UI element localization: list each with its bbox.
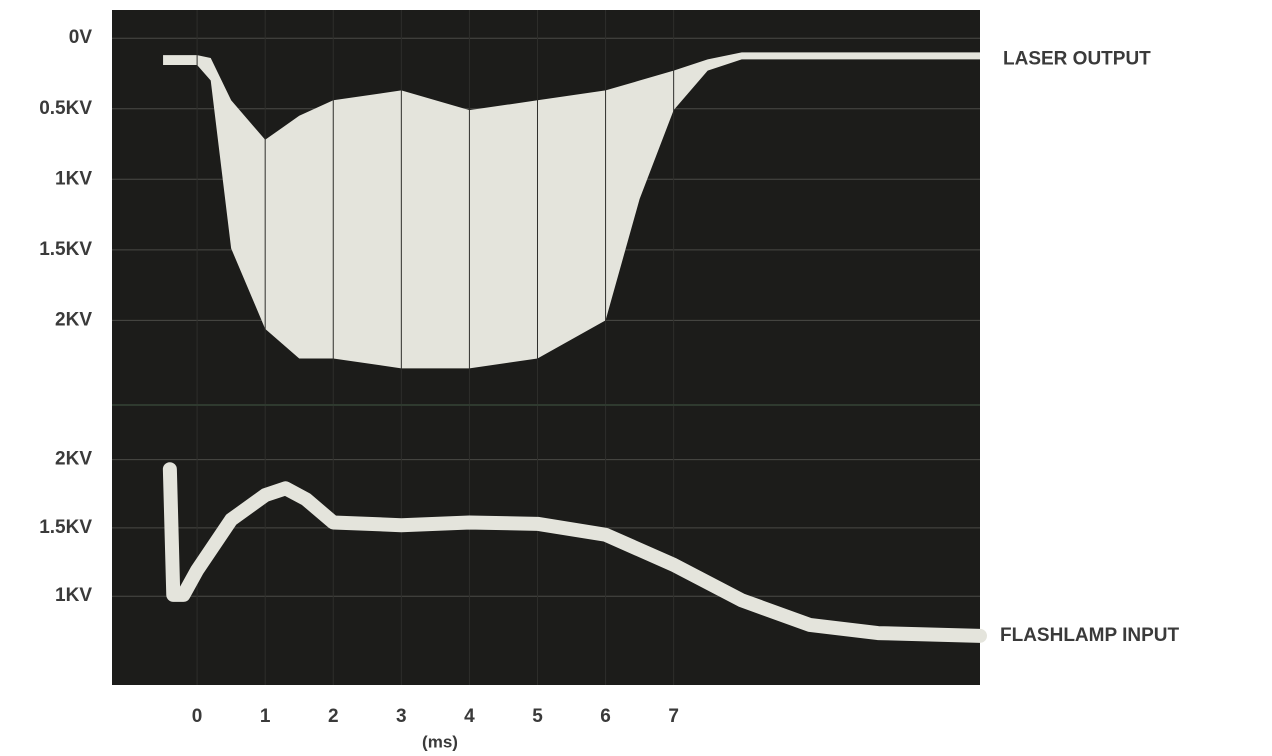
y-tick-label: 1.5KV xyxy=(39,517,92,538)
x-tick-label: 7 xyxy=(668,706,679,727)
x-axis-label: (ms) xyxy=(422,732,458,751)
x-tick-label: 5 xyxy=(532,706,543,727)
x-tick-label: 4 xyxy=(464,706,475,727)
y-tick-label: 1KV xyxy=(55,168,92,189)
y-tick-label: 2KV xyxy=(55,449,92,470)
trace-label: LASER OUTPUT xyxy=(1003,48,1151,69)
flashlamp-input-trace xyxy=(162,462,987,643)
y-tick-label: 1KV xyxy=(55,585,92,606)
x-tick-label: 0 xyxy=(192,706,203,727)
x-tick-label: 6 xyxy=(600,706,611,727)
y-tick-label: 0V xyxy=(69,27,93,48)
x-tick-label: 1 xyxy=(260,706,271,727)
x-tick-label: 2 xyxy=(328,706,339,727)
laser-output-trace xyxy=(163,52,980,369)
y-tick-label: 1.5KV xyxy=(39,239,92,260)
trace-label: FLASHLAMP INPUT xyxy=(1000,625,1179,646)
x-tick-label: 3 xyxy=(396,706,407,727)
y-tick-label: 2KV xyxy=(55,309,92,330)
y-tick-label: 0.5KV xyxy=(39,98,92,119)
